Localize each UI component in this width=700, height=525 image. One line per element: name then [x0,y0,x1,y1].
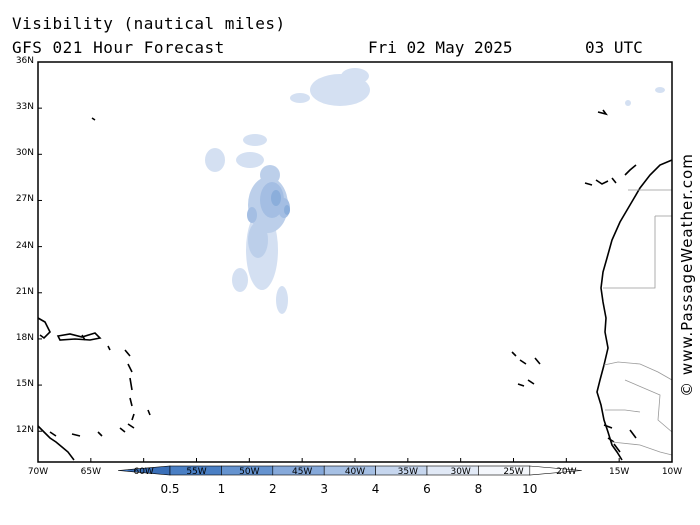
forecast-date: Fri 02 May 2025 [368,38,513,57]
lat-label-12N: 12N [15,425,34,436]
axis-ticks [37,61,673,462]
map-frame [37,61,673,463]
map-title: Visibility (nautical miles) [12,14,286,33]
lon-label-70W: 70W [27,467,49,477]
coastlines [37,109,673,461]
colorbar-label: 3 [320,482,328,496]
lon-label-40W: 40W [344,467,366,477]
lon-label-65W: 65W [80,467,101,477]
lon-label-45W: 45W [291,467,313,477]
lon-label-60W: 60W [133,467,154,477]
colorbar-label: 10 [522,482,538,496]
colorbar-label: 8 [474,482,483,496]
lon-label-50W: 50W [239,467,260,477]
lon-label-20W: 20W [556,467,577,477]
lon-label-30W: 30W [450,467,471,477]
lat-label-36N: 36N [15,56,34,66]
colorbar-label: 6 [423,482,431,496]
website-credit: © www.PassageWeather.com [672,150,700,400]
colorbar-label: 1 [217,482,226,496]
colorbar-max-arrow [529,465,582,476]
lon-label-10W: 10W [661,467,683,477]
lat-label-24N: 24N [15,240,34,251]
lon-label-35W: 35W [397,467,418,477]
colorbar-label: 0.5 [160,482,180,496]
credit-text: © www.PassageWeather.com [678,153,696,397]
lat-label-15N: 15N [15,379,34,390]
visibility-colorbar [117,465,582,476]
lat-label-27N: 27N [15,194,34,205]
country-borders [603,189,673,456]
lon-label-15W: 15W [608,467,630,477]
lat-label-30N: 30N [15,148,34,159]
forecast-subtitle: GFS 021 Hour Forecast [12,38,225,57]
lon-label-25W: 25W [503,467,524,477]
visibility-patches [205,68,665,314]
colorbar-label: 2 [268,482,277,496]
lon-label-55W: 55W [186,467,207,477]
forecast-time: 03 UTC [585,38,643,57]
colorbar-label: 4 [371,482,380,496]
lat-label-18N: 18N [15,332,34,343]
lat-label-33N: 33N [15,102,34,113]
lat-label-21N: 21N [15,286,34,297]
